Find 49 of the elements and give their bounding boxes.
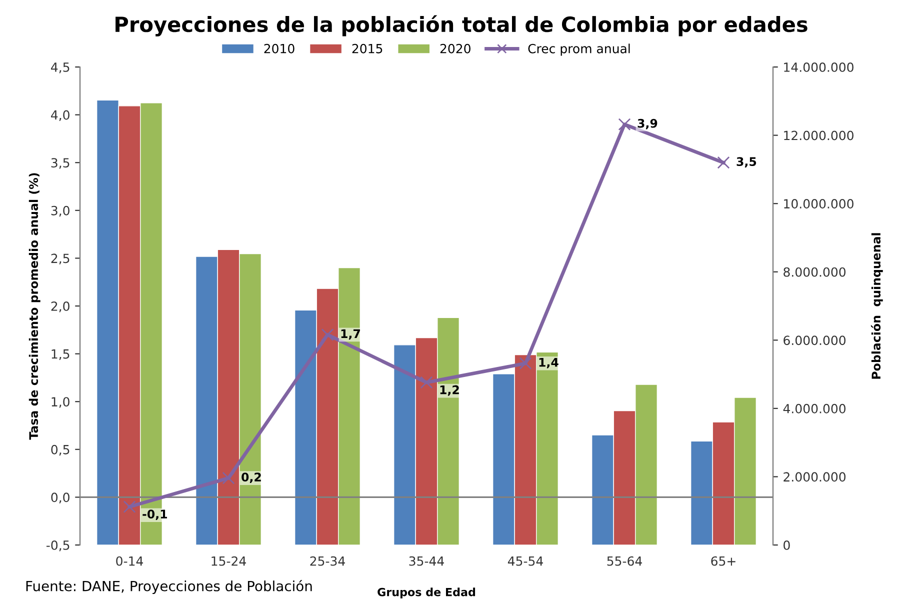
y2-tick-label: 8.000.000 — [784, 267, 846, 277]
data-label: 3,9 — [638, 118, 658, 130]
y-tick-label: -0,5 — [46, 540, 70, 552]
y-tick-label: 4,0 — [51, 110, 70, 121]
y-tick-label: 3,5 — [51, 158, 70, 169]
source-note: Fuente: DANE, Proyecciones de Población — [26, 580, 312, 594]
data-label: 3,5 — [736, 157, 756, 168]
legend-label: Crec prom anual — [528, 44, 630, 56]
data-label: -0,1 — [142, 510, 167, 520]
y-tick-label: 2,5 — [51, 254, 70, 264]
y2-tick-label: 2.000.000 — [784, 472, 846, 482]
y2-tick-label: 12.000.000 — [784, 130, 854, 140]
chart-title: Proyecciones de la población total de Colombia por edades — [116, 15, 808, 36]
data-label: 1,7 — [341, 329, 360, 340]
x-tick-label: 15-24 — [212, 556, 246, 566]
legend-label: 2020 — [440, 44, 470, 54]
y-tick-label: 3,0 — [51, 206, 70, 217]
point — [321, 328, 334, 341]
x-tick-label: 35-44 — [409, 556, 444, 566]
point — [618, 118, 631, 131]
x-tick-label: 45-54 — [508, 556, 543, 566]
data-label: 0,2 — [242, 472, 261, 484]
x-tick-label: 25-34 — [310, 556, 345, 566]
y2-tick-label: 0 — [784, 540, 790, 550]
y2-tick-label: 10.000.000 — [784, 199, 854, 208]
y-tick-label: 0,5 — [51, 444, 70, 456]
legend-label: 2015 — [352, 44, 382, 54]
x-axis-title: Grupos de Edad — [378, 588, 476, 598]
data-label: 1,4 — [539, 358, 558, 368]
y-tick-label: 1,0 — [52, 397, 70, 408]
point — [717, 156, 730, 169]
point — [123, 500, 136, 514]
y-tick-label: 1,5 — [52, 349, 70, 360]
x-tick-label: 55-64 — [607, 556, 642, 566]
y2-tick-label: 4.000.000 — [783, 404, 846, 414]
y2-axis-title: Población quinquenal — [870, 233, 883, 379]
y2-tick-label: 14.000.000 — [784, 62, 854, 72]
y-tick-label: 4,5 — [51, 62, 70, 74]
legend-label: 2010 — [264, 44, 294, 54]
y-axis-title: Tasa de crecimiento promedio anual (%) — [28, 173, 40, 440]
x-tick-label: 0-14 — [116, 556, 143, 566]
y-tick-label: 2,0 — [51, 301, 70, 312]
y2-tick-label: 6.000.000 — [784, 336, 846, 346]
data-label: 1,2 — [440, 385, 459, 396]
point — [222, 472, 235, 484]
x-tick-label: 65+ — [711, 556, 736, 566]
point — [420, 376, 433, 389]
point — [519, 357, 532, 370]
y-tick-label: 0,0 — [51, 492, 70, 504]
